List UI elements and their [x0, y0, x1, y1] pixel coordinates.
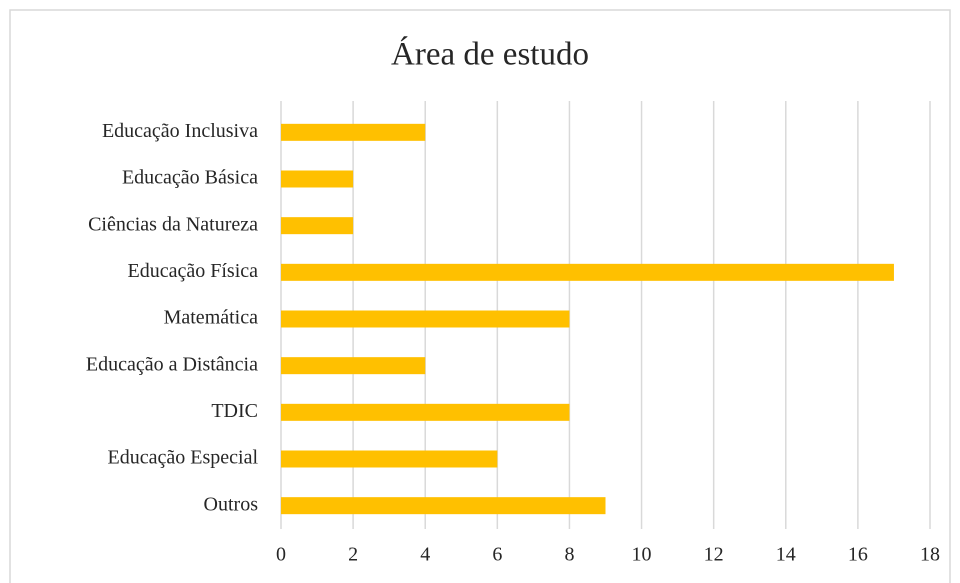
bar	[281, 310, 570, 328]
bar	[281, 170, 354, 188]
bar	[281, 450, 498, 468]
x-tick-label: 18	[920, 544, 940, 566]
x-tick-label: 6	[492, 544, 502, 566]
y-tick-label: Ciências da Natureza	[88, 213, 258, 235]
x-tick-label: 16	[848, 544, 868, 566]
y-tick-label: Matemática	[164, 307, 259, 329]
chart-frame	[9, 9, 951, 583]
x-tick-label: 8	[564, 544, 574, 566]
bar	[281, 403, 570, 421]
y-tick-label: Educação Inclusiva	[102, 120, 258, 142]
bar	[281, 217, 354, 235]
x-tick-label: 10	[632, 544, 652, 566]
y-tick-label: Educação Especial	[108, 447, 259, 469]
bar	[281, 263, 894, 281]
bar	[281, 497, 606, 515]
bar	[281, 123, 426, 141]
x-tick-label: 14	[776, 544, 796, 566]
x-tick-label: 0	[276, 544, 286, 566]
y-tick-label: Outros	[204, 493, 259, 515]
y-tick-label: Educação Física	[128, 260, 259, 282]
chart-title: Área de estudo	[391, 36, 589, 73]
y-tick-label: TDIC	[211, 400, 258, 422]
y-tick-label: Educação a Distância	[86, 353, 258, 375]
x-tick-label: 12	[704, 544, 724, 566]
x-tick-label: 2	[348, 544, 358, 566]
y-tick-label: Educação Básica	[122, 167, 258, 189]
x-tick-label: 4	[420, 544, 430, 566]
bar	[281, 357, 426, 375]
